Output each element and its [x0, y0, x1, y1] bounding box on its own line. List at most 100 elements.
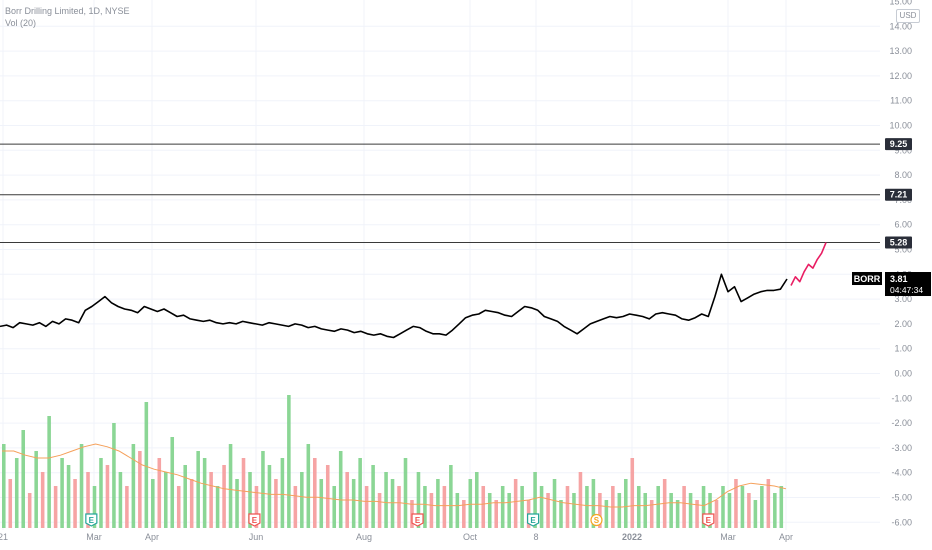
level-label: 9.25 — [890, 139, 908, 149]
volume-bar — [105, 465, 110, 528]
volume-bar — [513, 479, 518, 528]
level-label: 7.21 — [890, 190, 908, 200]
volume-bar — [371, 465, 375, 528]
price-scale-label: 10.00 — [889, 121, 912, 131]
volume-bar — [423, 486, 427, 528]
volume-bar — [760, 486, 764, 528]
volume-bar — [546, 493, 550, 528]
volume-bar — [325, 465, 330, 528]
price-scale-label: 6.00 — [894, 220, 912, 230]
volume-bar — [248, 472, 252, 528]
volume-bar — [261, 451, 265, 528]
volume-bar — [47, 416, 51, 528]
time-axis-label: Mar — [720, 532, 736, 542]
volume-bar — [170, 437, 175, 528]
volume-bar — [215, 486, 220, 528]
volume-bar — [649, 500, 654, 528]
volume-bar — [624, 479, 628, 528]
volume-bar — [34, 451, 38, 528]
price-scale-label: 1.00 — [894, 344, 912, 354]
price-line — [0, 273, 788, 339]
last-price-bg — [885, 272, 931, 297]
volume-bar — [695, 500, 699, 528]
volume-bar — [436, 479, 440, 528]
volume-indicator-title: Vol (20) — [5, 18, 37, 28]
time-axis-label: Mar — [86, 532, 102, 542]
volume-bar — [643, 493, 648, 528]
volume-bar — [332, 486, 337, 528]
earnings-marker — [527, 513, 540, 527]
volume-bar — [60, 458, 64, 528]
volume-bar — [520, 486, 524, 528]
ticker-label: BORR — [854, 274, 881, 284]
price-scale-label: 14.00 — [889, 21, 912, 31]
projection-line — [790, 242, 827, 286]
volume-bar — [196, 451, 200, 528]
volume-bar — [176, 486, 181, 528]
volume-bar — [416, 472, 421, 528]
volume-bar — [183, 465, 187, 528]
volume-bar — [682, 486, 686, 528]
volume-bar — [2, 444, 6, 528]
volume-bar — [766, 479, 771, 528]
volume-bar — [163, 472, 168, 528]
price-scale-label: -1.00 — [891, 393, 912, 403]
volume-bar — [773, 493, 777, 528]
price-scale-label: 12.00 — [889, 71, 912, 81]
volume-bar — [131, 444, 136, 528]
price-scale-label: -6.00 — [891, 517, 912, 527]
price-scale-label: 5.00 — [894, 245, 912, 255]
volume-bar — [157, 458, 162, 528]
volume-bar — [99, 458, 103, 528]
price-scale-label: 0.00 — [894, 369, 912, 379]
volume-bar — [753, 500, 758, 528]
volume-bar — [209, 472, 213, 528]
volume-bar — [79, 444, 84, 528]
currency-badge[interactable]: USD — [896, 9, 920, 23]
volume-bar — [578, 472, 583, 528]
volume-bar — [604, 500, 609, 528]
volume-ma-line — [2, 443, 787, 508]
volume-bar — [287, 395, 291, 528]
event-marker-label: E — [530, 516, 536, 525]
time-axis-label: Oct — [463, 532, 478, 542]
earnings-marker — [411, 513, 424, 527]
volume-bar — [254, 486, 259, 528]
level-label-bg — [885, 236, 912, 249]
volume-bar — [189, 479, 194, 528]
last-price-value: 3.81 — [890, 274, 908, 284]
last-price-countdown: 04:47:34 — [890, 285, 923, 295]
price-scale-label: 8.00 — [894, 170, 912, 180]
volume-bar — [40, 472, 45, 528]
time-axis-label: Jun — [249, 532, 264, 542]
event-marker-label: S — [594, 516, 600, 525]
volume-bar — [319, 479, 324, 528]
volume-bar — [403, 458, 408, 528]
volume-bar — [449, 465, 453, 528]
volume-bar — [377, 493, 382, 528]
volume-bar — [27, 493, 32, 528]
volume-bar — [267, 465, 272, 528]
event-marker-label: E — [415, 516, 421, 525]
price-scale-label: -4.00 — [891, 468, 912, 478]
volume-bar — [144, 402, 149, 528]
split-marker — [590, 513, 603, 527]
earnings-marker — [702, 513, 715, 527]
volume-bar — [734, 479, 738, 528]
volume-bar — [313, 458, 317, 528]
volume-bar — [235, 479, 239, 528]
volume-bar — [21, 430, 26, 528]
volume-bar — [474, 472, 479, 528]
volume-bar — [358, 458, 362, 528]
price-scale-label: 3.00 — [894, 294, 912, 304]
time-axis-label: Aug — [356, 532, 372, 542]
volume-bar — [487, 493, 492, 528]
price-scale-label: -5.00 — [891, 493, 912, 503]
volume-bar — [222, 465, 226, 528]
volume-bar — [747, 493, 751, 528]
symbol-title: Borr Drilling Limited, 1D, NYSE — [5, 6, 130, 16]
level-label: 5.28 — [890, 238, 908, 248]
volume-bar — [112, 423, 116, 528]
